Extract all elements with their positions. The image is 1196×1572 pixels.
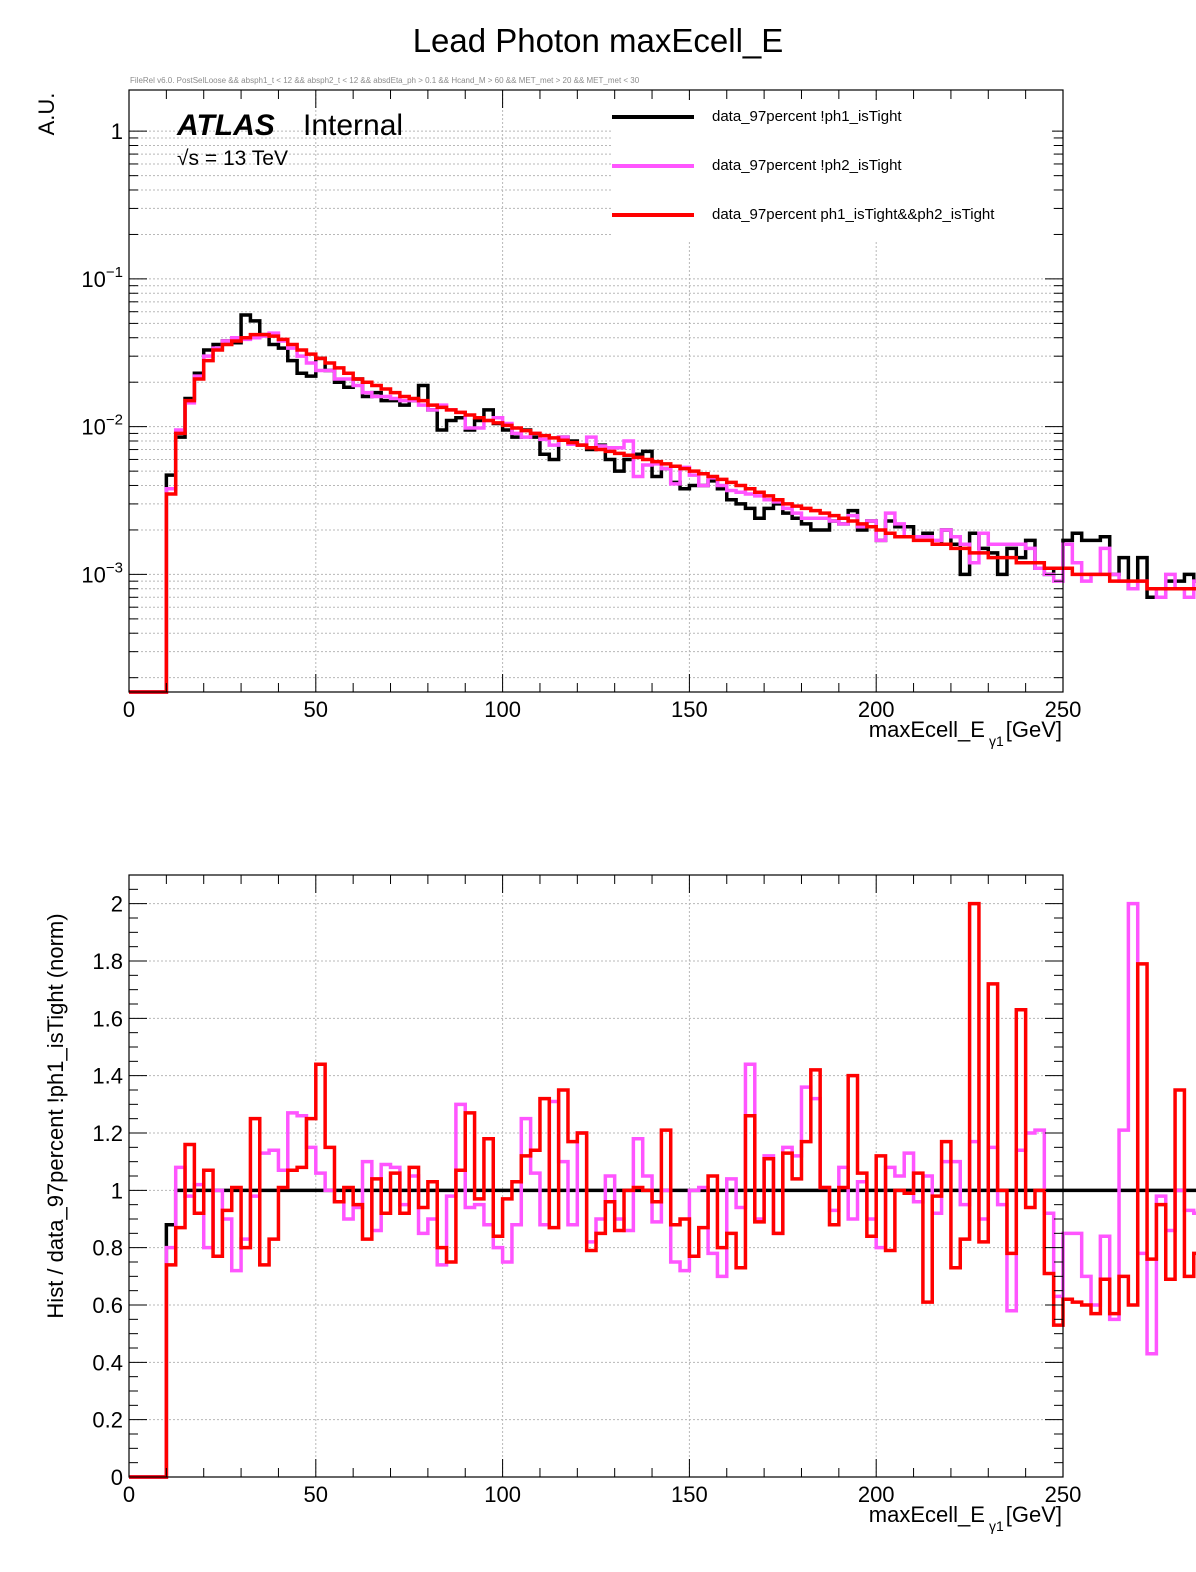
top-series-data-97percent-ph2-istight bbox=[129, 331, 1196, 694]
bottom-x-tick-label-0: 0 bbox=[123, 1482, 135, 1507]
top-x-tick-label-150: 150 bbox=[671, 697, 708, 722]
top-frame bbox=[128, 89, 1064, 693]
bottom-x-axis-label: maxEcell_E γ1[GeV] bbox=[869, 1502, 1062, 1534]
bottom-panel: 0 50 100 150 200 250 0 0.2 0.4 0.6 0.8 1 1.2 1.4 1.6 1.… bbox=[43, 874, 1196, 1534]
bottom-y-tick-label-10: 2 bbox=[111, 892, 123, 917]
figure-title: Lead Photon maxEcell_E bbox=[413, 22, 784, 59]
bottom-x-tick-label-250: 250 bbox=[1045, 1482, 1082, 1507]
top-y-tick-label-1: 10−1 bbox=[81, 264, 123, 292]
bottom-y-axis-label: Hist / data_97percent !ph1_isTight (norm… bbox=[43, 913, 68, 1318]
bottom-y-tick-label-0: 0 bbox=[111, 1465, 123, 1490]
bottom-x-tick-label-200: 200 bbox=[858, 1482, 895, 1507]
top-x-tick-label-50: 50 bbox=[304, 697, 328, 722]
top-x-tick-label-0: 0 bbox=[123, 697, 135, 722]
top-x-tick-label-250: 250 bbox=[1045, 697, 1082, 722]
bottom-y-tick-label-2: 0.4 bbox=[92, 1350, 123, 1375]
top-x-axis-label: maxEcell_E γ1[GeV] bbox=[869, 717, 1062, 749]
bottom-y-tick-label-1: 0.2 bbox=[92, 1408, 123, 1433]
atlas-text: ATLAS bbox=[176, 109, 275, 142]
bottom-y-tick-label-5: 1 bbox=[111, 1178, 123, 1203]
top-y-tick-label-3: 10−3 bbox=[81, 559, 123, 587]
bottom-y-tick-label-7: 1.4 bbox=[92, 1064, 123, 1089]
atlas-label: ATLAS Internal √s = 13 TeV bbox=[176, 109, 403, 170]
bottom-y-tick-label-8: 1.6 bbox=[92, 1006, 123, 1031]
top-y-tick-label-2: 10−2 bbox=[81, 412, 123, 440]
top-panel: FileRel v6.0. PostSelLoose && absph1_t <… bbox=[34, 76, 1196, 749]
top-ticks: 0 50 100 150 200 250 1 10−1 10−2 10−3 bbox=[81, 90, 1081, 722]
bottom-x-tick-label-50: 50 bbox=[304, 1482, 328, 1507]
legend-entry-ph1: data_97percent !ph1_isTight bbox=[612, 108, 902, 125]
bottom-x-tick-label-100: 100 bbox=[484, 1482, 521, 1507]
bottom-y-tick-label-4: 0.8 bbox=[92, 1236, 123, 1261]
top-y-axis-label: A.U. bbox=[34, 93, 59, 136]
top-y-tick-label-0: 1 bbox=[111, 119, 123, 144]
top-x-tick-label-100: 100 bbox=[484, 697, 521, 722]
bottom-series-data-97percent-ph1-istight-ph2-istight bbox=[129, 901, 1196, 1479]
legend-label-ph1: data_97percent !ph1_isTight bbox=[712, 108, 902, 125]
top-x-tick-label-200: 200 bbox=[858, 697, 895, 722]
bottom-y-tick-label-3: 0.6 bbox=[92, 1293, 123, 1318]
legend: data_97percent !ph1_isTight data_97perce… bbox=[612, 100, 1052, 240]
internal-text: Internal bbox=[303, 109, 403, 142]
legend-label-ph2: data_97percent !ph2_isTight bbox=[712, 157, 902, 174]
energy-label: √s = 13 TeV bbox=[177, 147, 288, 170]
legend-label-tight: data_97percent ph1_isTight&&ph2_isTight bbox=[712, 206, 995, 223]
bottom-ticks: 0 50 100 150 200 250 0 0.2 0.4 0.6 0.8 1 1.2 1.4 1.6 1.… bbox=[92, 874, 1082, 1507]
bottom-y-tick-label-6: 1.2 bbox=[92, 1121, 123, 1146]
bottom-y-tick-label-9: 1.8 bbox=[92, 949, 123, 974]
top-series-data-97percent-ph1-istight-ph2-istight bbox=[129, 332, 1196, 694]
legend-entry-ph2: data_97percent !ph2_isTight bbox=[612, 157, 902, 174]
legend-entry-tight: data_97percent ph1_isTight&&ph2_isTight bbox=[612, 206, 995, 223]
selection-cuts: FileRel v6.0. PostSelLoose && absph1_t <… bbox=[130, 76, 640, 85]
bottom-x-tick-label-150: 150 bbox=[671, 1482, 708, 1507]
bottom-frame bbox=[128, 874, 1064, 1478]
